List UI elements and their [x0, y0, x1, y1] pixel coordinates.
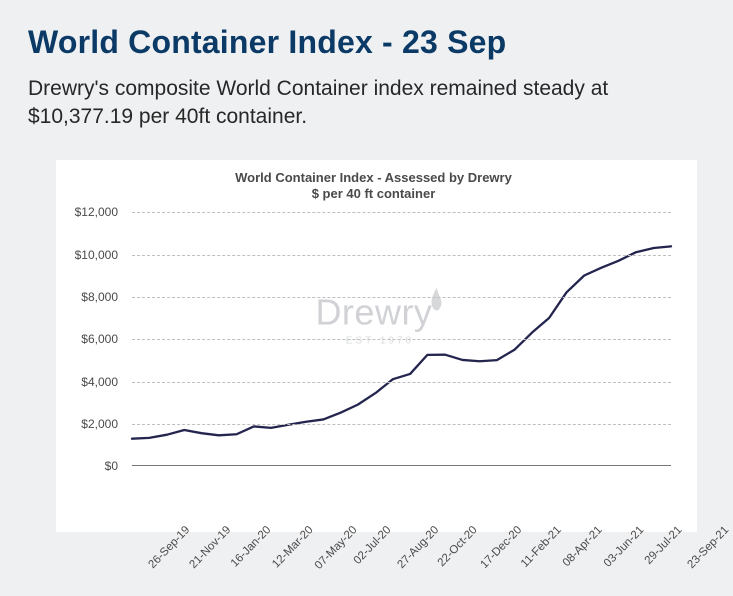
- y-tick-label: $6,000: [81, 332, 118, 346]
- x-tick-label: 21-Nov-19: [188, 524, 234, 571]
- chart-body: $0 $2,000 $4,000 $6,000 $8,000 $10,000 $12,000…: [62, 204, 685, 524]
- gridline: [132, 424, 671, 425]
- chart-title: World Container Index - Assessed by Drew…: [62, 170, 685, 203]
- plot-area: Drewry EST 1970: [132, 212, 671, 466]
- gridline: [132, 339, 671, 340]
- chart-title-line2: $ per 40 ft container: [62, 186, 685, 202]
- x-tick-label: 23-Sep-21: [685, 524, 731, 571]
- x-tick-label: 17-Dec-20: [478, 524, 524, 571]
- y-tick-label: $8,000: [81, 290, 118, 304]
- x-axis-labels: 26-Sep-1921-Nov-1916-Jan-2012-Mar-2007-M…: [132, 466, 671, 524]
- chart-line-path: [132, 247, 671, 439]
- x-tick-label: 29-Jul-21: [642, 524, 684, 567]
- x-tick-label: 11-Feb-21: [519, 524, 564, 570]
- y-tick-label: $4,000: [81, 375, 118, 389]
- y-tick-label: $2,000: [81, 417, 118, 431]
- chart-card: World Container Index - Assessed by Drew…: [56, 160, 697, 533]
- x-tick-label: 12-Mar-20: [271, 524, 316, 571]
- y-axis-labels: $0$2,000$4,000$6,000$8,000$10,000$12,000: [62, 212, 126, 466]
- y-tick-label: $0: [105, 459, 118, 473]
- page-subtitle: Drewry's composite World Container index…: [28, 75, 705, 132]
- chart-title-line1: World Container Index - Assessed by Drew…: [62, 170, 685, 186]
- y-tick-label: $12,000: [75, 205, 118, 219]
- x-tick-label: 27-Aug-20: [395, 524, 441, 571]
- gridline: [132, 212, 671, 213]
- x-tick-label: 26-Sep-19: [146, 524, 192, 571]
- x-tick-label: 03-Jun-21: [602, 524, 647, 570]
- y-tick-label: $10,000: [75, 248, 118, 262]
- x-tick-label: 16-Jan-20: [229, 524, 274, 570]
- gridline: [132, 382, 671, 383]
- x-tick-label: 22-Oct-20: [436, 524, 480, 569]
- x-tick-label: 07-May-20: [313, 524, 360, 572]
- gridline: [132, 297, 671, 298]
- page-title: World Container Index - 23 Sep: [28, 24, 705, 61]
- x-tick-label: 08-Apr-21: [560, 524, 604, 569]
- page: World Container Index - 23 Sep Drewry's …: [0, 0, 733, 556]
- gridline: [132, 255, 671, 256]
